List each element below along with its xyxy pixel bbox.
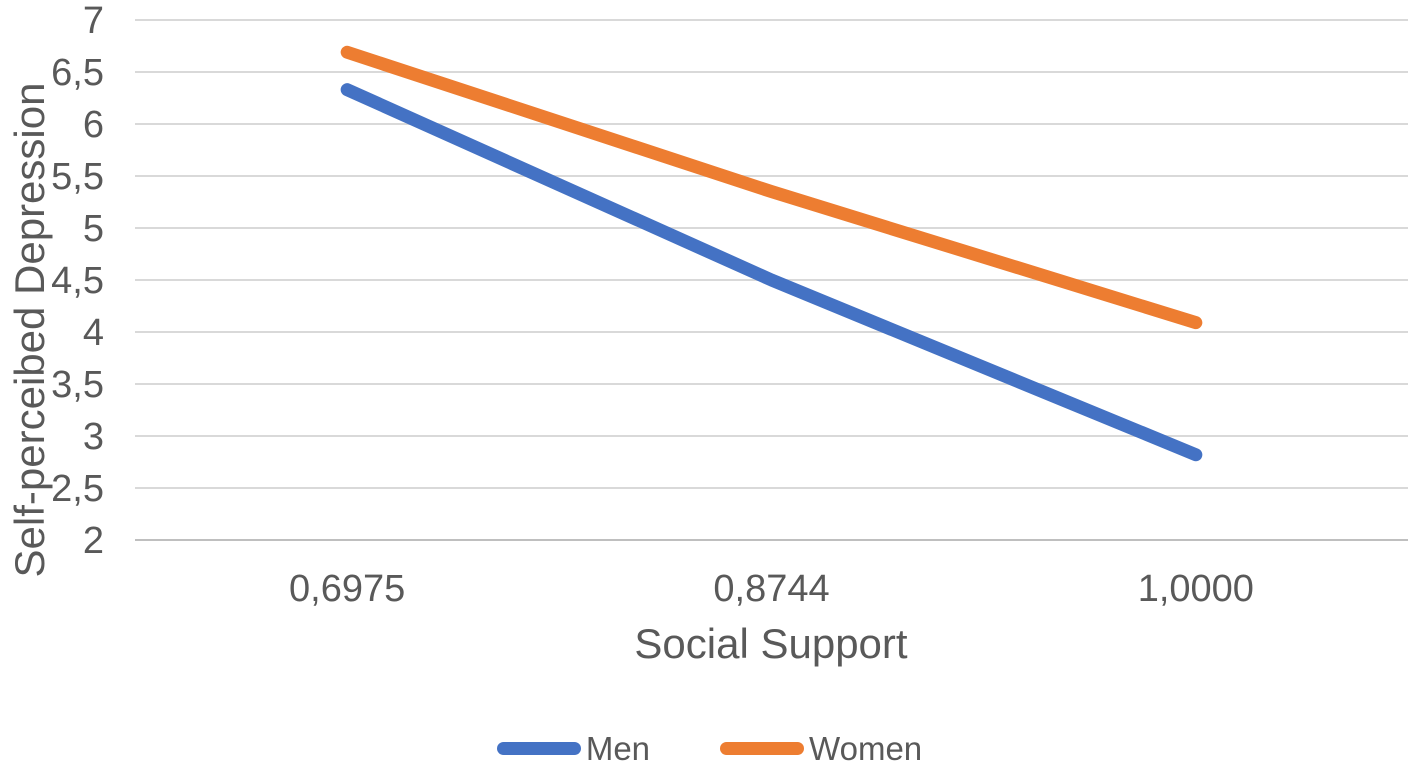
- legend-swatch-women-line: [720, 741, 805, 755]
- y-tick-label: 3,5: [51, 364, 104, 406]
- y-tick-label: 6,5: [51, 52, 104, 94]
- x-axis-tick-labels: 0,6975 0,8744 1,0000: [289, 568, 1254, 610]
- legend-label-women: Women: [809, 729, 923, 767]
- x-tick-label: 1,0000: [1138, 568, 1254, 610]
- x-axis-title: Social Support: [634, 620, 907, 667]
- legend: Men Women: [0, 726, 1419, 769]
- y-tick-label: 6: [83, 104, 104, 146]
- legend-item-men: Men: [496, 729, 651, 767]
- y-tick-label: 4,5: [51, 260, 104, 302]
- y-tick-label: 2: [83, 520, 104, 562]
- y-axis-title: Self-perceibed Depression: [6, 83, 53, 578]
- series-lines: [340, 45, 1203, 462]
- series-line-women: [340, 45, 1203, 330]
- x-tick-label: 0,8744: [713, 568, 829, 610]
- legend-item-women: Women: [720, 732, 922, 765]
- legend-label-men: Men: [585, 729, 651, 767]
- series-line-men: [340, 83, 1203, 462]
- legend-swatch-men-line: [496, 741, 581, 755]
- y-axis-tick-labels: 7 6,5 6 5,5 5 4,5 4 3,5 3 2,5 2: [51, 0, 104, 562]
- y-tick-label: 7: [83, 0, 104, 42]
- y-tick-label: 5: [83, 208, 104, 250]
- y-tick-label: 4: [83, 312, 104, 354]
- x-tick-label: 0,6975: [289, 568, 405, 610]
- y-tick-label: 5,5: [51, 156, 104, 198]
- y-tick-label: 2,5: [51, 468, 104, 510]
- y-tick-label: 3: [83, 416, 104, 458]
